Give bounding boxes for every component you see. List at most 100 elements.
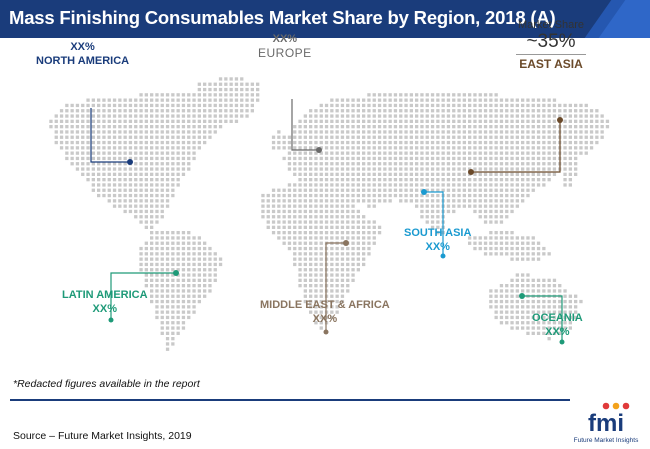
map-dot bbox=[446, 130, 451, 134]
map-dot bbox=[298, 178, 302, 182]
map-dot bbox=[420, 151, 424, 155]
map-dot bbox=[468, 146, 472, 150]
map-dot bbox=[314, 199, 318, 203]
map-dot bbox=[187, 262, 191, 267]
map-dot bbox=[499, 193, 504, 198]
map-dot bbox=[107, 151, 111, 155]
map-dot bbox=[595, 125, 599, 129]
map-dot bbox=[160, 162, 164, 166]
map-dot bbox=[436, 103, 440, 108]
map-dot bbox=[118, 119, 122, 123]
map-dot bbox=[181, 114, 186, 118]
map-dot bbox=[436, 231, 440, 235]
map-dot bbox=[309, 156, 313, 161]
map-dot bbox=[526, 156, 530, 161]
map-dot bbox=[478, 193, 482, 198]
map-dot bbox=[521, 162, 525, 166]
map-dot bbox=[457, 183, 461, 187]
map-dot bbox=[118, 125, 122, 129]
map-dot bbox=[144, 156, 148, 161]
map-dot bbox=[499, 135, 504, 139]
map-dot bbox=[65, 151, 69, 155]
map-dot bbox=[107, 125, 111, 129]
map-dot bbox=[367, 236, 371, 240]
latin-america-leader bbox=[110, 272, 176, 320]
map-dot bbox=[415, 135, 419, 139]
map-dot bbox=[176, 294, 180, 298]
map-dot bbox=[462, 98, 466, 102]
map-dot bbox=[457, 162, 461, 166]
map-dot bbox=[430, 215, 435, 219]
map-dot bbox=[362, 225, 366, 229]
map-dot bbox=[563, 178, 567, 182]
map-dot bbox=[160, 236, 164, 240]
map-dot bbox=[436, 119, 440, 123]
map-dot bbox=[303, 209, 307, 214]
map-dot bbox=[505, 188, 509, 192]
map-dot bbox=[499, 209, 504, 214]
map-dot bbox=[584, 119, 588, 123]
map-dot bbox=[430, 167, 435, 171]
map-dot bbox=[367, 183, 371, 187]
map-dot bbox=[102, 130, 106, 134]
map-dot bbox=[330, 315, 334, 320]
map-dot bbox=[118, 140, 122, 145]
map-dot bbox=[91, 114, 95, 118]
map-dot bbox=[139, 204, 143, 208]
map-dot bbox=[425, 156, 429, 161]
map-dot bbox=[324, 114, 329, 118]
map-dot bbox=[171, 299, 175, 304]
map-dot bbox=[521, 188, 525, 192]
map-dot bbox=[218, 119, 223, 123]
map-dot bbox=[558, 289, 562, 293]
map-dot bbox=[473, 183, 477, 187]
map-dot bbox=[303, 178, 307, 182]
map-dot bbox=[282, 236, 286, 240]
map-dot bbox=[436, 114, 440, 118]
map-dot bbox=[462, 119, 466, 123]
map-dot bbox=[552, 331, 557, 335]
map-dot bbox=[165, 246, 170, 251]
map-dot bbox=[176, 315, 180, 320]
map-dot bbox=[425, 215, 429, 219]
map-dot bbox=[309, 146, 313, 150]
map-dot bbox=[356, 199, 360, 203]
map-dot bbox=[303, 130, 307, 134]
map-dot bbox=[478, 188, 482, 192]
map-dot bbox=[393, 103, 398, 108]
map-dot bbox=[271, 199, 276, 203]
oceania-marker bbox=[519, 293, 525, 299]
map-dot bbox=[367, 193, 371, 198]
map-dot bbox=[75, 130, 80, 134]
map-dot bbox=[165, 331, 170, 335]
map-dot bbox=[134, 98, 138, 102]
map-dot bbox=[483, 130, 488, 134]
map-dot bbox=[505, 156, 509, 161]
map-dot bbox=[542, 140, 546, 145]
map-dot bbox=[521, 257, 525, 261]
map-dot bbox=[171, 326, 175, 330]
map-dot bbox=[187, 294, 191, 298]
map-dot bbox=[150, 284, 154, 288]
map-dot bbox=[160, 326, 164, 330]
map-dot bbox=[536, 326, 541, 330]
map-dot bbox=[388, 140, 392, 145]
map-dot bbox=[123, 103, 127, 108]
map-dot bbox=[526, 146, 530, 150]
callout-lines bbox=[90, 99, 563, 342]
map-dot bbox=[203, 278, 207, 282]
map-dot bbox=[181, 252, 186, 256]
europe-value: XX% bbox=[272, 33, 298, 45]
map-dot bbox=[144, 246, 148, 251]
map-dot bbox=[181, 278, 186, 282]
map-dot bbox=[377, 225, 382, 229]
map-dot bbox=[568, 299, 572, 304]
map-dot bbox=[362, 178, 366, 182]
map-dot bbox=[330, 294, 334, 298]
map-dot bbox=[526, 310, 530, 314]
map-dot bbox=[213, 252, 217, 256]
map-dot bbox=[160, 135, 164, 139]
map-dot bbox=[415, 167, 419, 171]
map-dot bbox=[367, 151, 371, 155]
map-dot bbox=[515, 140, 519, 145]
